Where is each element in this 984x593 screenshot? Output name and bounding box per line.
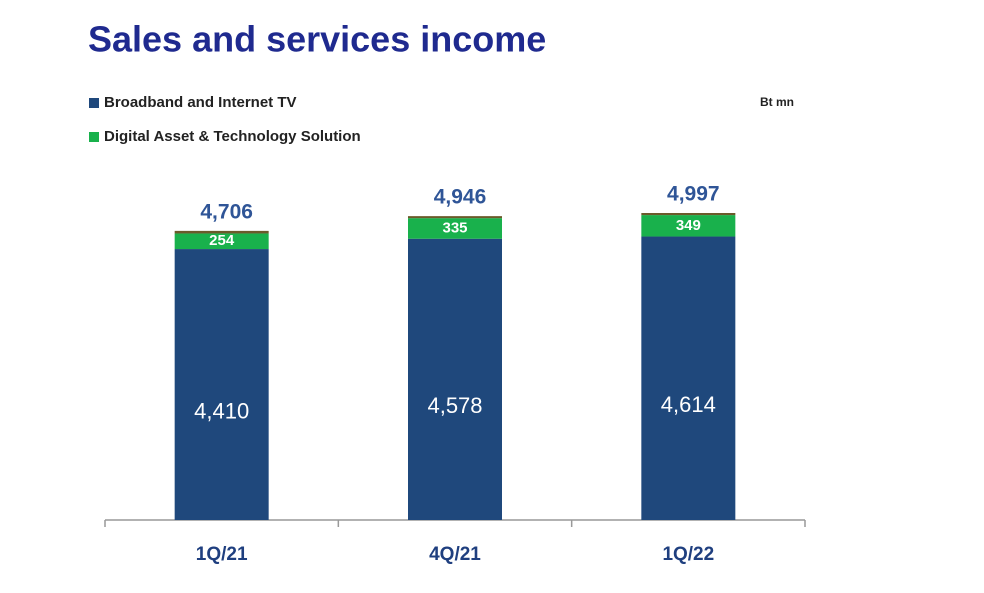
chart-title: Sales and services income — [88, 19, 546, 60]
legend-swatch — [89, 98, 99, 108]
total-label: 4,997 — [667, 183, 720, 206]
segment-label: 4,578 — [427, 393, 482, 418]
x-tick-label: 1Q/21 — [196, 544, 248, 565]
segment-label: 4,614 — [661, 392, 716, 417]
x-tick-label: 1Q/22 — [662, 544, 714, 565]
bar-segment — [408, 216, 502, 219]
unit-label: Bt mn — [760, 95, 794, 109]
segment-label: 335 — [442, 219, 467, 236]
bar-segment — [174, 230, 269, 234]
total-label: 4,946 — [434, 186, 487, 209]
legend-label: Broadband and Internet TV — [104, 94, 297, 111]
bar-segment — [641, 215, 736, 237]
segment-label: 254 — [209, 232, 235, 249]
bar-segment — [641, 213, 736, 216]
legend-swatch — [89, 132, 99, 142]
bar-segment — [174, 233, 269, 250]
bar-segment — [174, 249, 269, 521]
bar-segment — [408, 218, 502, 239]
segment-label: 349 — [676, 217, 701, 234]
segment-label: 4,410 — [194, 398, 249, 423]
total-label: 4,706 — [200, 200, 253, 223]
bar-segment — [641, 236, 736, 520]
bar-segment — [408, 238, 502, 520]
legend-label: Digital Asset & Technology Solution — [104, 128, 361, 145]
x-tick-label: 4Q/21 — [429, 544, 481, 565]
